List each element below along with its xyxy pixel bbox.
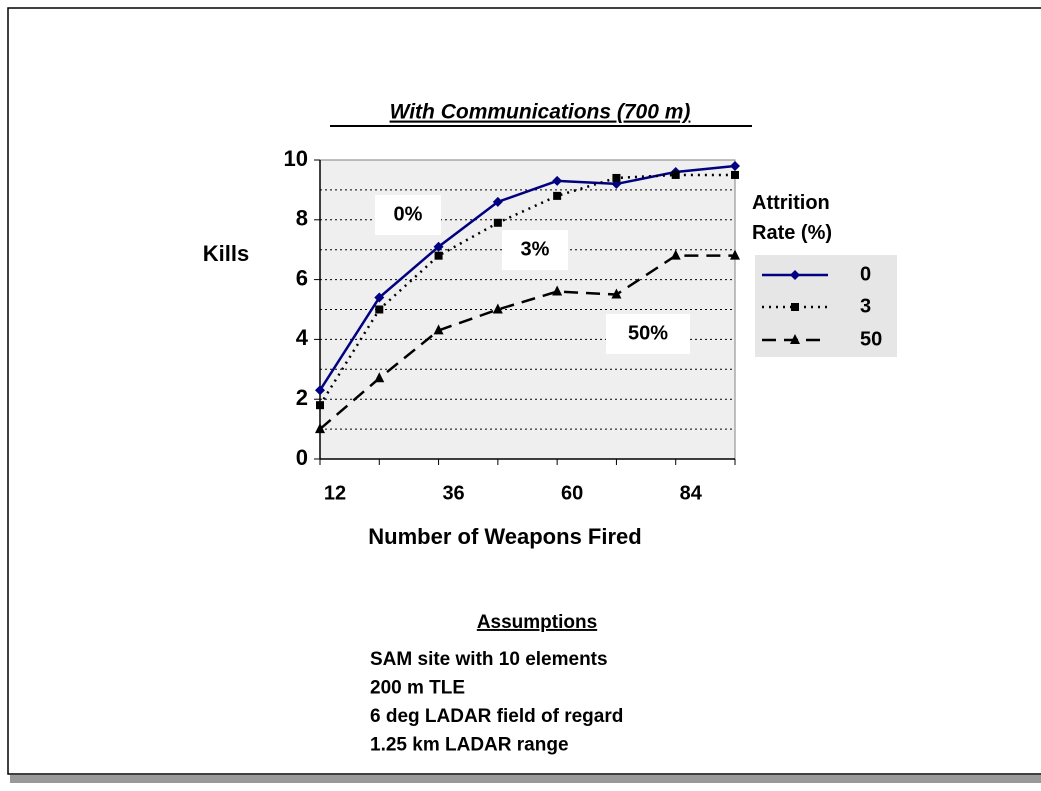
y-tick-label: 10 [284, 146, 308, 171]
marker [315, 385, 325, 396]
x-axis-label: Number of Weapons Fired [368, 524, 641, 549]
assumptions-heading: Assumptions [477, 612, 597, 633]
annotation-box [502, 230, 568, 270]
assumption-line: SAM site with 10 elements [370, 649, 608, 670]
legend-title: Attrition Rate (%) [752, 192, 833, 244]
y-axis-label: Kills [203, 241, 249, 266]
series-line [319, 254, 735, 431]
legend-label: 0 [860, 263, 871, 285]
annotation: 50% [628, 322, 668, 344]
marker [612, 173, 621, 182]
y-tick-label: 8 [296, 206, 308, 231]
slide-frame [7, 7, 1041, 775]
assumption-line: 6 deg LADAR field of regard [370, 706, 623, 727]
annotation-box [606, 314, 690, 354]
marker [374, 292, 385, 303]
marker [790, 270, 800, 280]
marker [730, 249, 740, 260]
marker [790, 334, 800, 344]
marker [791, 303, 799, 311]
assumption-line: 200 m TLE [370, 678, 465, 699]
annotation: 3% [521, 238, 550, 260]
legend-label: 3 [860, 295, 871, 317]
marker [433, 241, 444, 252]
chart-title: With Communications (700 m) [390, 101, 691, 124]
series-line [318, 164, 736, 391]
annotation-box [375, 195, 441, 235]
marker [730, 160, 740, 171]
marker [552, 175, 563, 186]
marker [493, 218, 502, 227]
slide-shadow [10, 775, 1041, 783]
marker [315, 423, 325, 434]
y-tick-label: 0 [296, 445, 308, 470]
x-tick-label: 60 [561, 482, 583, 504]
marker [670, 249, 681, 260]
y-tick-label: 6 [296, 265, 308, 290]
marker [375, 305, 384, 314]
y-tick-label: 4 [296, 325, 309, 350]
marker [492, 196, 503, 207]
assumption-line: 1.25 km LADAR range [370, 735, 569, 756]
marker [553, 191, 562, 200]
marker [492, 303, 503, 314]
marker [671, 170, 680, 179]
legend-label: 50 [860, 328, 882, 350]
marker [316, 401, 324, 410]
marker [611, 288, 622, 299]
x-tick-label: 36 [442, 482, 464, 504]
x-tick-label: 84 [680, 482, 703, 504]
x-tick-label: 12 [324, 482, 346, 504]
marker [552, 285, 563, 296]
y-tick-label: 2 [296, 385, 308, 410]
marker [433, 324, 444, 335]
marker [374, 372, 385, 383]
annotation: 0% [394, 203, 423, 225]
marker [731, 170, 739, 179]
marker [434, 251, 443, 260]
